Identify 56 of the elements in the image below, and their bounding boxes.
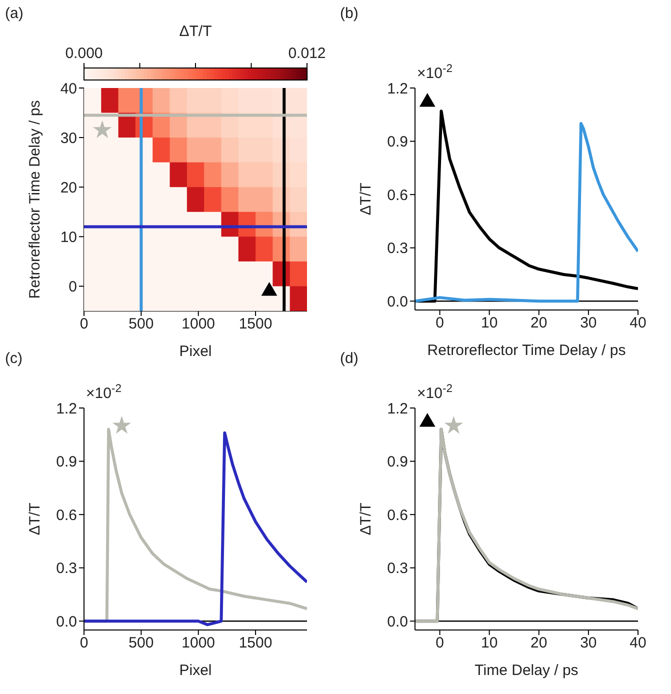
x-axis-title: Pixel [179,662,212,679]
x-axis-title: Retroreflector Time Delay / ps [427,342,626,359]
y-tick-label: 30 [60,130,77,147]
x-tick-label: 1500 [238,316,272,333]
x-axis-title: Pixel [179,343,212,360]
y-tick-label: 10 [60,228,77,246]
y-tick-label: 0 [68,278,77,296]
y-tick-label: 0.9 [56,454,77,471]
x-tick-label: 0 [436,314,444,332]
x-axis-title: Time Delay / ps [474,662,578,679]
y-tick-label: 0.6 [387,186,408,204]
x-tick-label: 1500 [238,634,272,652]
text: ×10$^{-2}$ [417,63,452,82]
y-tick-label: 1.2 [387,80,408,98]
y-tick-label: 0.6 [56,506,77,524]
chart-title: (d) [340,350,358,367]
y-tick-label: 0.0 [56,613,77,630]
y-tick-label: 1.2 [56,400,77,418]
x-tick-label: 0 [436,634,444,652]
y-tick-label: 1.2 [387,400,408,418]
y-tick-label: 0.6 [387,506,408,524]
chart-title: (c) [5,350,22,367]
color-bar-label: 0.000 [65,45,103,62]
y-tick-label: 0.0 [387,293,408,310]
chart-title: (a) [5,5,24,22]
x-tick-label: 30 [580,314,597,332]
x-tick-label: 1000 [182,634,216,652]
y-tick-label: 20 [60,179,77,196]
chart-title: (b) [340,5,358,22]
x-tick-label: 10 [480,314,498,332]
y-axis-title: Retroreflector Time Delay / ps [26,100,44,299]
y-axis-title: ΔT/T [357,182,374,216]
text: ×10$^{-2}$ [86,383,122,402]
x-tick-label: 30 [580,634,597,652]
y-tick-label: 0.3 [387,240,408,258]
color-bar-label: 0.012 [288,45,326,62]
y-tick-label: 0.3 [387,560,408,578]
x-tick-label: 20 [530,634,548,652]
text: ×10$^{-2}$ [417,383,452,402]
x-tick-label: 0 [80,634,88,652]
x-tick-label: 0 [80,316,88,333]
x-tick-label: 20 [530,314,548,332]
y-tick-label: 0.9 [387,454,408,471]
y-tick-label: 0.3 [56,560,77,578]
x-tick-label: 10 [480,634,498,652]
x-tick-label: 1000 [182,316,216,333]
y-tick-label: 0.0 [387,613,408,630]
y-tick-label: 0.9 [387,134,408,151]
y-axis-title: ΔT/T [357,502,374,536]
x-tick-label: 40 [630,634,646,652]
y-axis-title: ΔT/T [26,502,44,536]
y-tick-label: 40 [60,80,77,98]
color-bar-title: ΔT/T [179,23,212,40]
x-tick-label: 500 [128,634,154,652]
x-tick-label: 500 [128,316,154,333]
x-tick-label: 40 [630,314,646,332]
